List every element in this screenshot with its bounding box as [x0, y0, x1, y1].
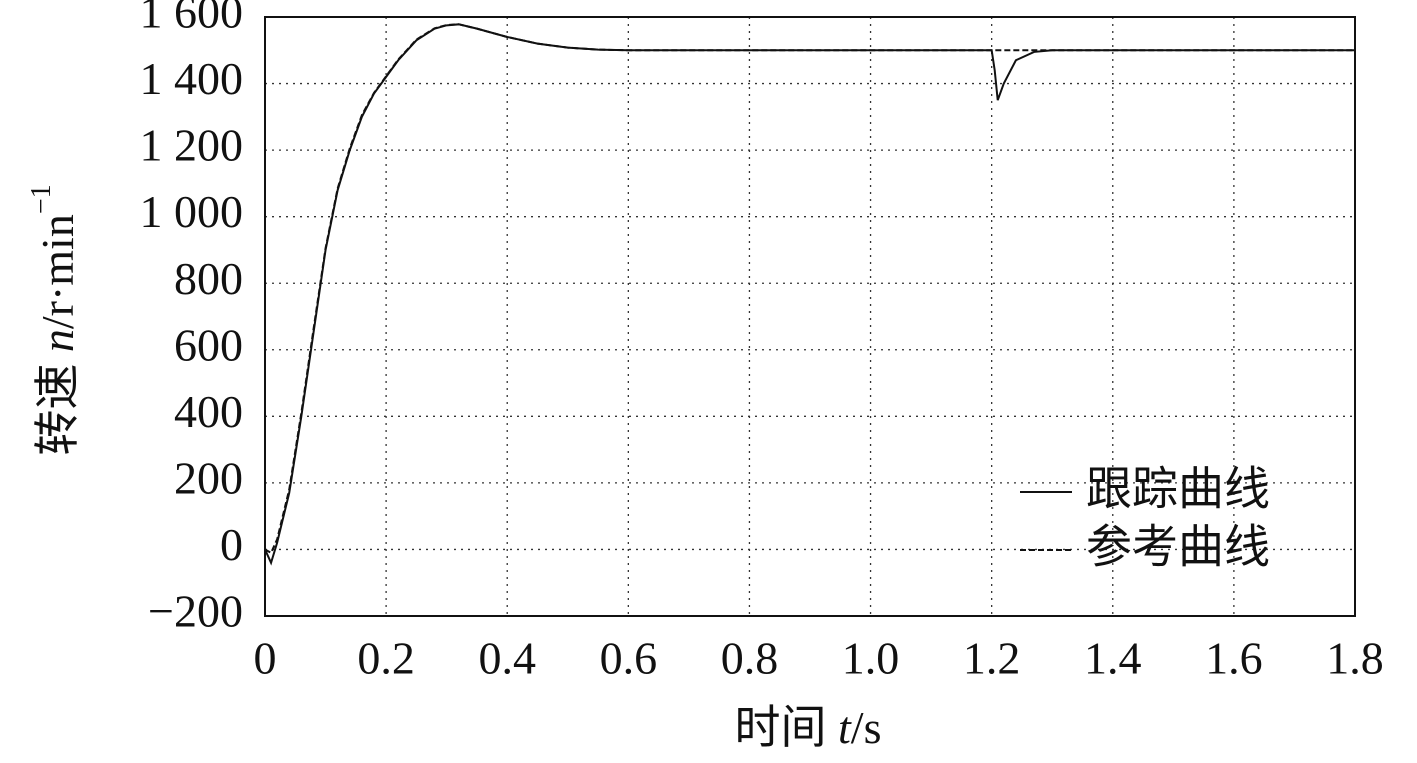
legend-label: 跟踪曲线 [1086, 462, 1270, 516]
y-tick-label: −200 [148, 586, 243, 637]
y-label-var: n [32, 329, 83, 352]
y-tick-label: 600 [174, 319, 243, 370]
x-tick-label: 1.4 [1084, 633, 1142, 684]
x-tick-label: 1.8 [1326, 633, 1384, 684]
x-tick-label: 0 [254, 633, 277, 684]
y-label-unit: /r·min [32, 214, 83, 329]
x-axis-label: 时间 t/s [735, 702, 882, 753]
x-tick-label: 1.2 [963, 633, 1021, 684]
x-tick-label: 0.2 [357, 633, 415, 684]
y-tick-label: 1 000 [140, 186, 244, 237]
y-axis-label: 转速 n/r·min−1 [26, 184, 82, 455]
y-tick-label: 1 600 [140, 0, 244, 38]
y-tick-label: 1 400 [140, 53, 244, 104]
y-tick-label: 0 [220, 519, 243, 570]
x-label-var: t [838, 702, 852, 753]
x-label-text: 时间 [735, 702, 839, 753]
y-tick-label: 1 200 [140, 120, 244, 171]
series-line [264, 23, 1355, 555]
y-tick-label: 200 [174, 452, 243, 503]
legend-label: 参考曲线 [1086, 520, 1270, 574]
y-label-sup: −1 [26, 184, 57, 214]
y-tick-label: 400 [174, 386, 243, 437]
x-label-unit: /s [851, 702, 882, 753]
x-tick-label: 1.0 [842, 633, 900, 684]
x-tick-label: 0.8 [721, 633, 779, 684]
y-tick-label: 800 [174, 253, 243, 304]
x-tick-label: 1.6 [1205, 633, 1263, 684]
x-tick-label: 0.6 [600, 633, 658, 684]
plot-frame [264, 16, 1356, 617]
y-label-text: 转速 [32, 352, 83, 456]
x-tick-label: 0.4 [478, 633, 536, 684]
